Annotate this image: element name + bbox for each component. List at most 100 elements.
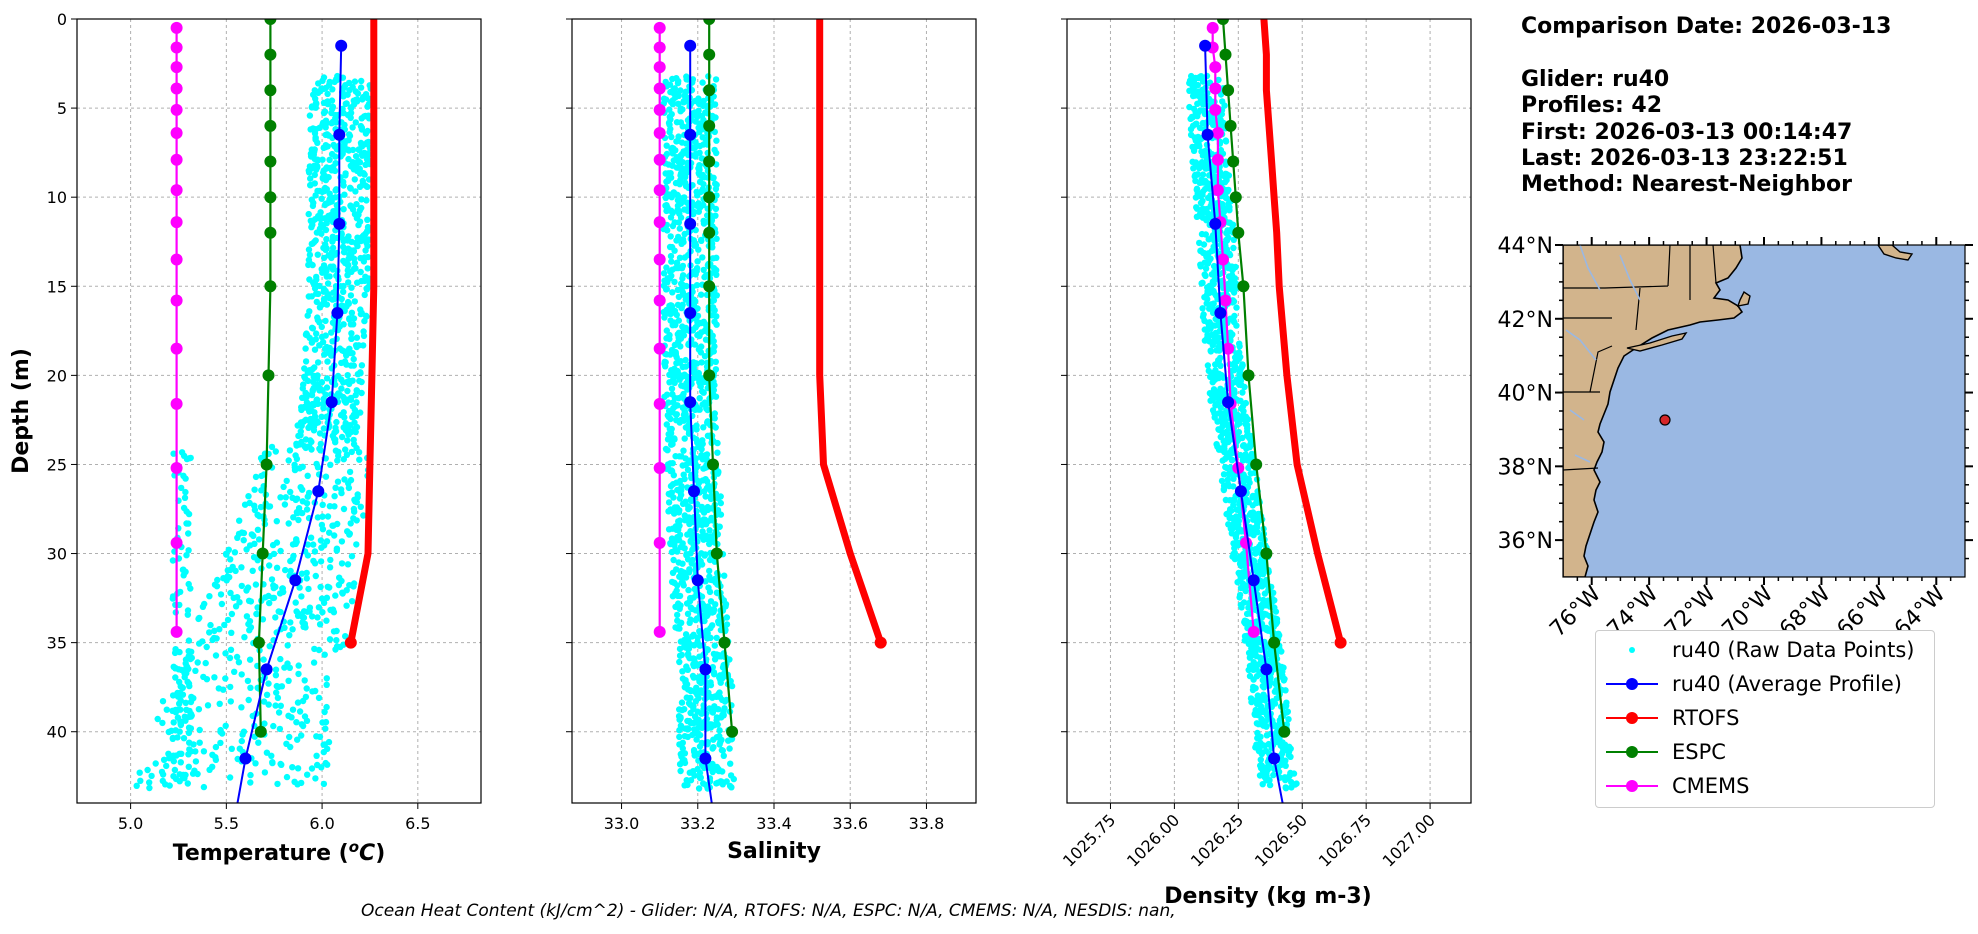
raw-data-point bbox=[260, 698, 268, 705]
raw-data-point bbox=[323, 236, 330, 243]
raw-data-point bbox=[677, 358, 685, 365]
raw-data-point bbox=[1257, 756, 1265, 763]
raw-data-point bbox=[673, 259, 681, 266]
series-point-ru40-average-profile bbox=[1214, 307, 1227, 319]
raw-data-point bbox=[353, 334, 361, 341]
raw-data-point bbox=[361, 291, 368, 299]
raw-data-point bbox=[307, 217, 314, 224]
raw-data-point bbox=[348, 284, 355, 291]
raw-data-point bbox=[681, 327, 688, 334]
raw-data-point bbox=[296, 708, 304, 715]
raw-data-point bbox=[668, 258, 675, 265]
raw-data-point bbox=[667, 252, 675, 260]
raw-data-point bbox=[304, 472, 311, 479]
raw-data-point bbox=[323, 703, 330, 711]
raw-data-point bbox=[351, 78, 359, 85]
raw-data-point bbox=[345, 262, 352, 269]
raw-data-point bbox=[188, 654, 195, 662]
raw-data-point bbox=[348, 335, 355, 342]
raw-data-point bbox=[322, 165, 330, 172]
raw-data-point bbox=[700, 266, 707, 274]
raw-data-point bbox=[678, 699, 686, 706]
raw-data-point bbox=[708, 606, 716, 613]
raw-data-point bbox=[1192, 159, 1200, 166]
raw-data-point bbox=[216, 700, 223, 707]
raw-data-point bbox=[681, 545, 688, 552]
raw-data-point bbox=[699, 507, 706, 514]
raw-data-point bbox=[294, 736, 301, 743]
raw-data-point bbox=[307, 181, 314, 189]
raw-data-point bbox=[1261, 693, 1268, 701]
raw-data-point bbox=[339, 243, 347, 251]
raw-data-point bbox=[311, 560, 319, 567]
raw-data-point bbox=[286, 733, 293, 741]
raw-data-point bbox=[699, 528, 706, 535]
raw-data-point bbox=[137, 777, 144, 784]
raw-data-point bbox=[698, 446, 705, 453]
axes-frame bbox=[1066, 18, 1472, 804]
raw-data-point bbox=[668, 385, 676, 392]
density-panel: 1025.75 1026.00 1026.25 1026.50 1026.75 1027.… bbox=[1059, 18, 1472, 871]
raw-data-point bbox=[319, 719, 326, 726]
raw-data-point bbox=[312, 775, 319, 782]
raw-data-point bbox=[323, 120, 330, 127]
raw-data-point bbox=[1207, 347, 1214, 354]
raw-data-point bbox=[330, 609, 338, 616]
raw-data-point bbox=[1215, 76, 1222, 84]
salinity-xlabel: Salinity bbox=[727, 839, 821, 864]
raw-data-point bbox=[228, 629, 235, 636]
raw-data-point bbox=[691, 772, 698, 779]
series-point-ru40-average-profile bbox=[684, 396, 697, 409]
legend-entry-rtofs: RTOFS bbox=[1602, 703, 1932, 733]
raw-data-point bbox=[352, 188, 359, 195]
raw-data-point bbox=[318, 544, 325, 551]
raw-data-point bbox=[690, 674, 697, 681]
raw-data-point bbox=[674, 79, 682, 87]
raw-data-point bbox=[314, 139, 321, 146]
raw-data-point bbox=[698, 521, 706, 529]
raw-data-point bbox=[692, 297, 699, 305]
raw-data-point bbox=[186, 739, 193, 746]
raw-data-point bbox=[676, 645, 684, 653]
raw-data-point bbox=[319, 501, 326, 508]
raw-data-point bbox=[1250, 683, 1257, 691]
raw-data-point bbox=[174, 706, 181, 713]
raw-data-point bbox=[340, 248, 348, 256]
raw-data-point bbox=[344, 91, 351, 98]
raw-data-point bbox=[1280, 664, 1287, 671]
raw-data-point bbox=[1237, 397, 1244, 404]
raw-data-point bbox=[675, 509, 683, 516]
series-point-ru40-average-profile bbox=[1268, 752, 1281, 765]
raw-data-point bbox=[350, 97, 357, 104]
raw-data-point bbox=[230, 594, 237, 601]
raw-data-point bbox=[1224, 476, 1231, 484]
series-point-ru40-average-profile bbox=[699, 663, 712, 676]
raw-data-point bbox=[313, 460, 320, 468]
legend-swatch-raw-points bbox=[1629, 647, 1635, 653]
raw-data-point bbox=[312, 572, 319, 580]
raw-data-point bbox=[252, 473, 260, 481]
raw-data-point bbox=[1232, 518, 1240, 526]
raw-data-point bbox=[321, 187, 328, 195]
raw-data-point bbox=[304, 312, 311, 319]
raw-data-point bbox=[720, 712, 727, 719]
raw-data-point bbox=[247, 598, 255, 605]
raw-data-point bbox=[349, 377, 356, 384]
series-espc bbox=[1217, 19, 1291, 738]
raw-data-point bbox=[249, 567, 256, 574]
raw-data-point bbox=[282, 494, 289, 501]
raw-data-point bbox=[238, 671, 245, 678]
raw-data-point bbox=[302, 693, 310, 701]
raw-data-point bbox=[212, 743, 220, 751]
raw-data-point bbox=[332, 212, 339, 220]
raw-data-point bbox=[353, 215, 361, 222]
raw-data-point bbox=[312, 281, 319, 288]
raw-data-point bbox=[265, 592, 272, 600]
raw-data-point bbox=[1254, 549, 1261, 556]
raw-data-point bbox=[681, 435, 688, 442]
raw-data-point bbox=[679, 404, 686, 411]
raw-data-point bbox=[1222, 137, 1230, 144]
raw-data-point bbox=[347, 292, 355, 299]
raw-data-point bbox=[1278, 671, 1285, 678]
raw-data-point bbox=[340, 237, 347, 245]
